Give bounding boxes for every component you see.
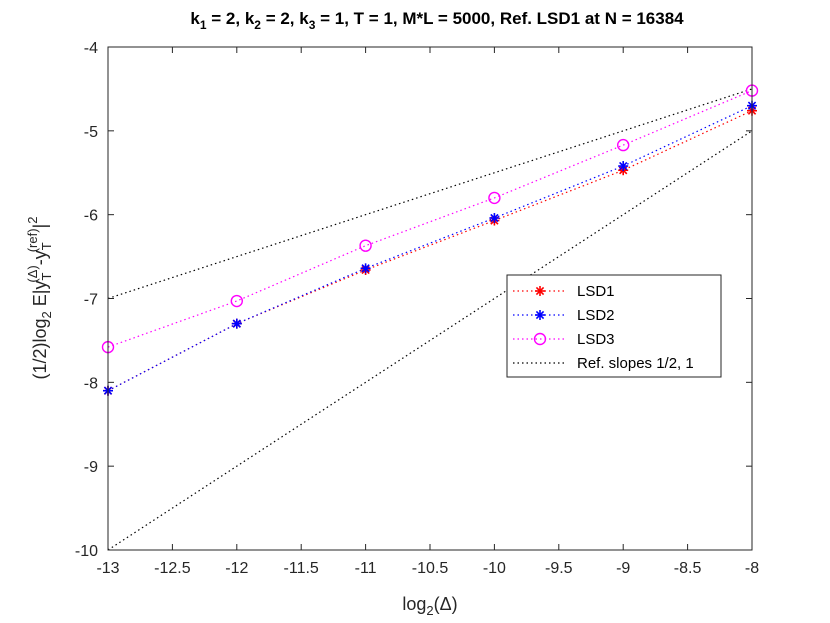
reference-lines (107, 88, 753, 551)
data-point-lsd3 (617, 138, 630, 152)
legend-box (506, 274, 722, 378)
data-point-lsd3 (359, 239, 372, 252)
x-tick-label: -10.5 (412, 560, 449, 577)
legend-item: Ref. slopes 1/2, 1 (513, 355, 694, 372)
chart-title: k1 = 2, k2 = 2, k3 = 1, T = 1, M*L = 500… (190, 9, 684, 32)
x-tick-label: -9.5 (545, 560, 573, 577)
y-tick-label: -5 (84, 124, 98, 141)
legend-item: LSD2 (513, 307, 615, 324)
data-point-lsd2 (489, 213, 500, 224)
series-line-lsd2 (107, 105, 753, 392)
x-tick-label: -8 (745, 560, 759, 577)
data-point-lsd3 (230, 294, 244, 308)
legend-item: LSD3 (513, 331, 615, 348)
legend-marker (533, 332, 547, 346)
y-axis-label: (1/2)log2 E|yT(Δ)-yT(ref)|2 (25, 217, 54, 380)
legend-label: LSD1 (577, 283, 615, 300)
x-tick-label: -8.5 (674, 560, 702, 577)
y-tick-label: -8 (84, 375, 98, 392)
x-tick-label: -12.5 (154, 560, 191, 577)
axis-ticks (107, 46, 753, 551)
legend: LSD1 LSD2 LSD3 Ref. slopes 1/2, 1 (506, 274, 722, 378)
legend-label: LSD2 (577, 307, 615, 324)
x-axis-label: log2(Δ) (402, 594, 457, 618)
series-line-lsd3 (107, 90, 753, 348)
y-tick-label: -7 (84, 292, 98, 309)
reference-slope-line (107, 88, 753, 300)
data-point-lsd2 (231, 318, 242, 329)
y-tick-label: -4 (84, 40, 98, 57)
legend-marker (535, 310, 545, 320)
x-tick-label: -11.5 (284, 560, 319, 577)
legend-marker (535, 286, 545, 296)
data-point-lsd2 (360, 263, 371, 274)
legend-item: LSD1 (513, 283, 615, 300)
y-tick-labels: -10 -9 -8 -7 -6 -5 -4 (75, 40, 98, 560)
legend-label: LSD3 (577, 331, 615, 348)
y-tick-label: -10 (75, 543, 98, 560)
x-tick-label: -10 (483, 560, 506, 577)
y-tick-label: -6 (84, 208, 98, 225)
legend-label: Ref. slopes 1/2, 1 (577, 355, 694, 372)
x-tick-label: -13 (96, 560, 119, 577)
reference-slope-line (107, 130, 753, 551)
x-tick-label: -9 (616, 560, 630, 577)
x-tick-labels: -13 -12.5 -12 -11.5 -11 -10.5 -10 -9.5 -9 -8.5 -8 (96, 560, 759, 577)
series-lines (107, 90, 753, 392)
x-tick-label: -12 (225, 560, 248, 577)
data-point-lsd2 (618, 161, 629, 172)
x-tick-label: -11 (355, 560, 377, 577)
y-tick-label: -9 (84, 459, 98, 476)
data-point-lsd3 (488, 191, 501, 205)
